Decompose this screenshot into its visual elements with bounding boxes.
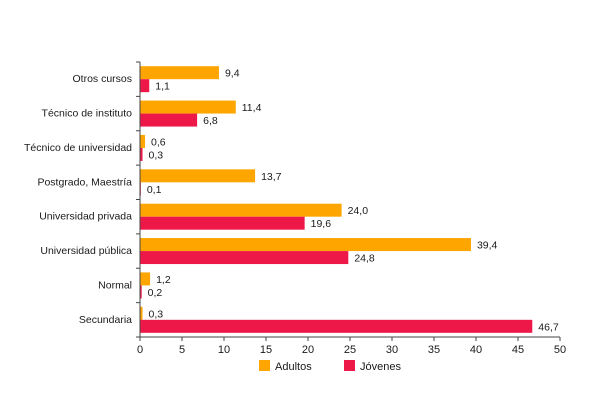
legend-label-jovenes: Jóvenes bbox=[360, 361, 401, 373]
data-label-adultos-universidad-privada: 24,0 bbox=[348, 205, 369, 217]
bars-layer bbox=[140, 66, 533, 333]
bar-jovenes-tecnico-de-universidad bbox=[140, 147, 143, 161]
bar-jovenes-normal bbox=[140, 285, 142, 299]
data-label-jovenes-secundaria: 46,7 bbox=[538, 321, 559, 333]
data-label-jovenes-universidad-privada: 19,6 bbox=[311, 218, 332, 230]
data-label-jovenes-otros-cursos: 1,1 bbox=[155, 81, 170, 93]
bar-adultos-normal bbox=[140, 272, 151, 286]
category-label-tecnico-de-universidad: Técnico de universidad bbox=[24, 142, 132, 154]
x-tick-label-0: 0 bbox=[137, 344, 143, 356]
x-tick-label-10: 10 bbox=[218, 344, 230, 356]
x-tick-label-40: 40 bbox=[470, 344, 482, 356]
x-tick-label-5: 5 bbox=[179, 344, 185, 356]
category-label-universidad-privada: Universidad privada bbox=[39, 211, 132, 223]
x-tick-label-45: 45 bbox=[512, 344, 524, 356]
bar-adultos-postgrado-maestria bbox=[140, 169, 256, 183]
category-label-secundaria: Secundaria bbox=[79, 314, 132, 326]
bar-adultos-universidad-privada bbox=[140, 203, 342, 217]
bar-jovenes-universidad-privada bbox=[140, 216, 305, 230]
data-label-adultos-tecnico-de-universidad: 0,6 bbox=[151, 136, 166, 148]
bar-adultos-universidad-publica bbox=[140, 238, 471, 252]
data-labels: 9,41,111,46,80,60,313,70,124,019,639,424… bbox=[147, 68, 559, 334]
category-label-tecnico-de-instituto: Técnico de instituto bbox=[42, 108, 133, 120]
x-tick-label-20: 20 bbox=[302, 344, 314, 356]
data-label-adultos-secundaria: 0,3 bbox=[149, 308, 164, 320]
bar-adultos-tecnico-de-instituto bbox=[140, 100, 236, 114]
legend-label-adultos: Adultos bbox=[275, 361, 312, 373]
axes: 0 5 10 15 20 25 30 35 40 45 50 bbox=[136, 61, 566, 356]
bar-jovenes-tecnico-de-instituto bbox=[140, 113, 198, 127]
x-tick-label-25: 25 bbox=[344, 344, 356, 356]
bar-adultos-tecnico-de-universidad bbox=[140, 134, 146, 148]
data-label-adultos-otros-cursos: 9,4 bbox=[225, 68, 240, 80]
category-label-postgrado-maestria: Postgrado, Maestría bbox=[37, 176, 132, 188]
data-label-adultos-postgrado-maestria: 13,7 bbox=[261, 171, 282, 183]
data-label-jovenes-universidad-publica: 24,8 bbox=[354, 253, 375, 265]
category-label-normal: Normal bbox=[98, 279, 132, 291]
category-labels: Otros cursos Técnico de instituto Técnico … bbox=[24, 73, 132, 326]
category-label-otros-cursos: Otros cursos bbox=[72, 73, 132, 85]
data-label-adultos-tecnico-de-instituto: 11,4 bbox=[242, 102, 262, 114]
bar-jovenes-universidad-publica bbox=[140, 251, 349, 265]
bar-adultos-secundaria bbox=[140, 306, 143, 320]
x-tick-label-15: 15 bbox=[260, 344, 272, 356]
x-tick-label-30: 30 bbox=[386, 344, 398, 356]
data-label-adultos-universidad-publica: 39,4 bbox=[477, 240, 498, 252]
x-tick-label-50: 50 bbox=[554, 344, 566, 356]
legend: Adultos Jóvenes bbox=[259, 360, 401, 373]
legend-swatch-jovenes bbox=[344, 360, 355, 371]
data-label-jovenes-tecnico-de-instituto: 6,8 bbox=[203, 115, 218, 127]
x-tick-label-35: 35 bbox=[428, 344, 440, 356]
data-label-adultos-normal: 1,2 bbox=[156, 274, 171, 286]
data-label-jovenes-normal: 0,2 bbox=[148, 287, 163, 299]
category-label-universidad-publica: Universidad pública bbox=[40, 245, 132, 257]
bar-jovenes-otros-cursos bbox=[140, 79, 150, 93]
bar-jovenes-secundaria bbox=[140, 319, 533, 333]
data-label-jovenes-tecnico-de-universidad: 0,3 bbox=[149, 149, 164, 161]
legend-swatch-adultos bbox=[259, 360, 270, 371]
bar-adultos-otros-cursos bbox=[140, 66, 219, 80]
data-label-jovenes-postgrado-maestria: 0,1 bbox=[147, 184, 162, 196]
